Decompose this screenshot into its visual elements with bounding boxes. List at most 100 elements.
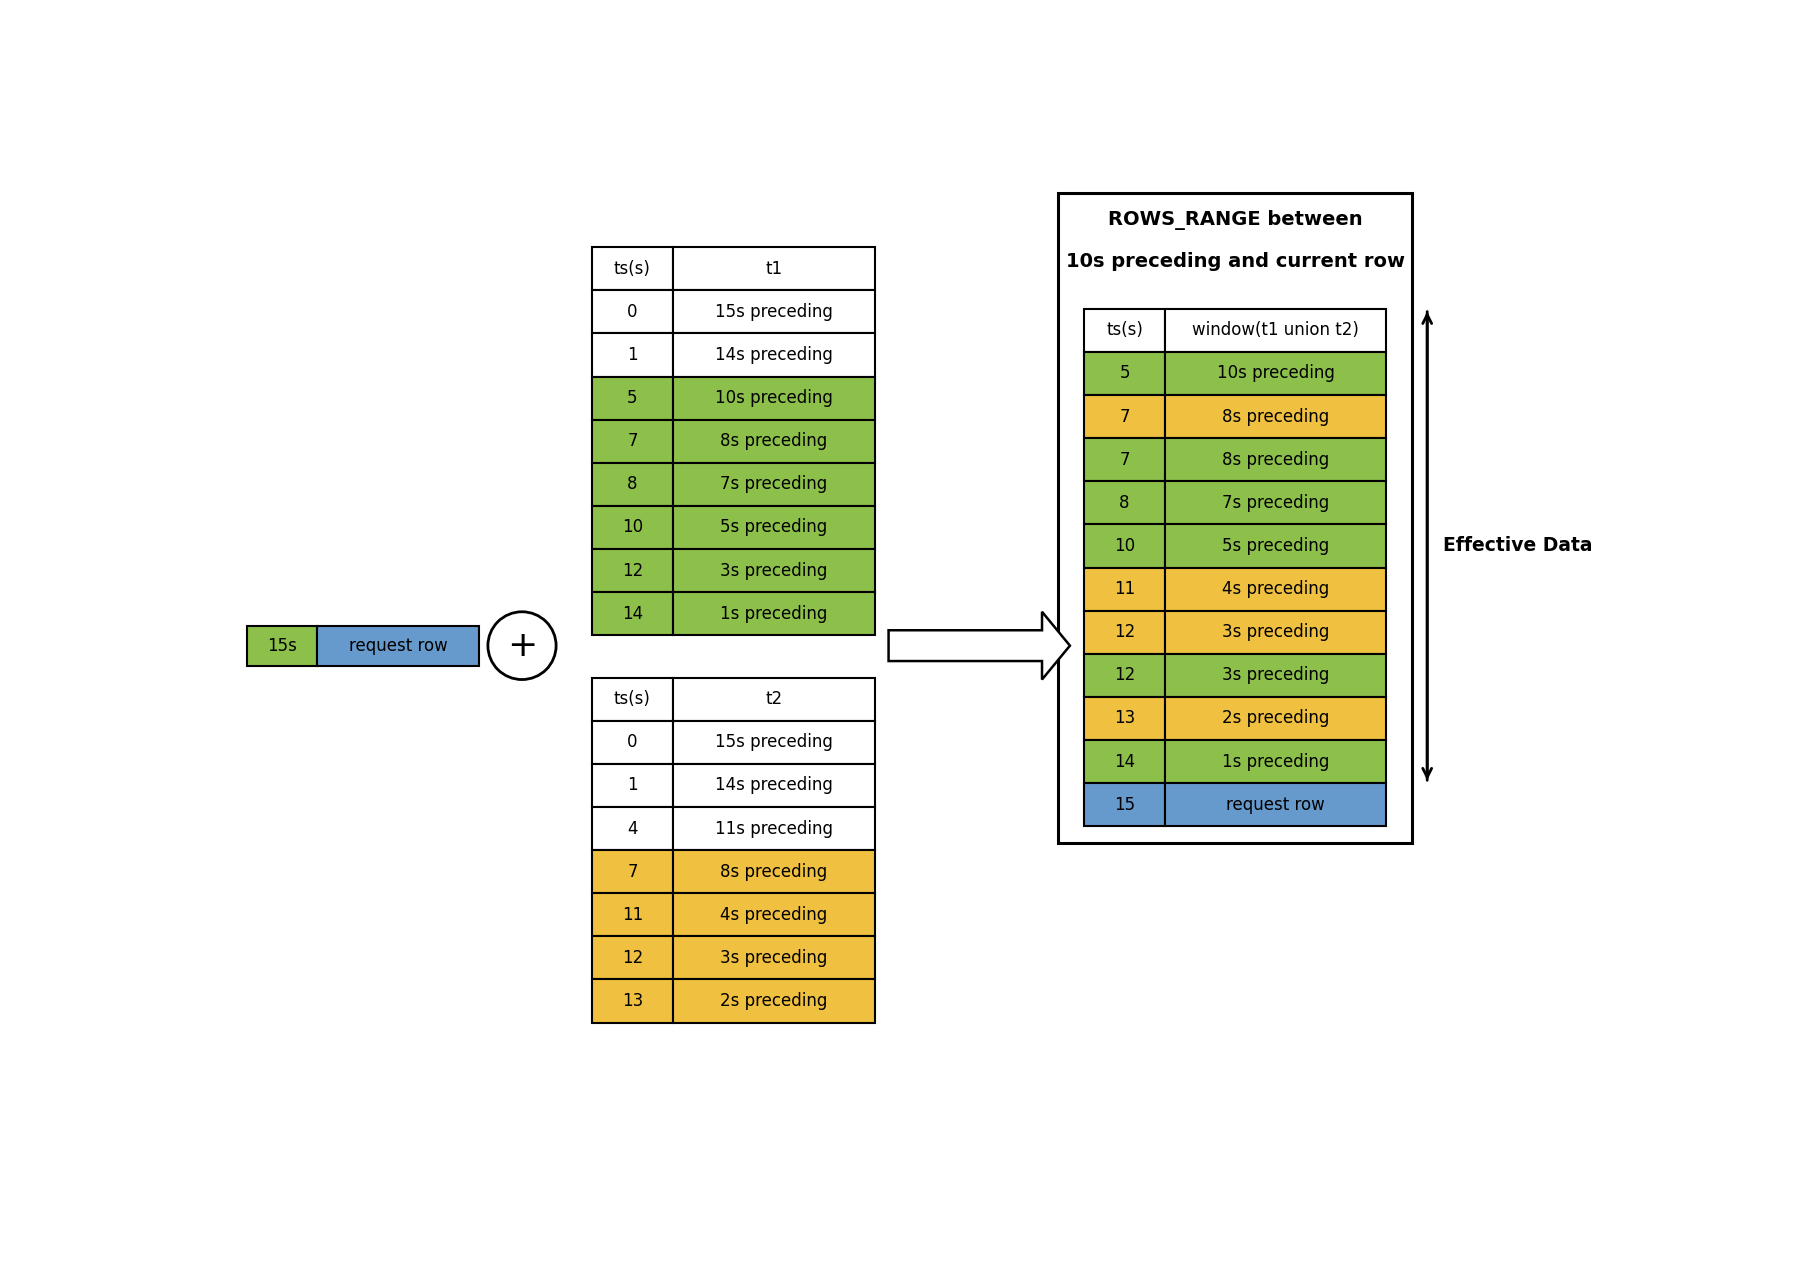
Bar: [1085, 783, 1165, 826]
Bar: [1165, 783, 1387, 826]
Bar: [1165, 438, 1387, 481]
Text: 10s preceding: 10s preceding: [1218, 364, 1334, 382]
Bar: [1085, 654, 1165, 697]
Text: 14s preceding: 14s preceding: [715, 776, 834, 794]
Text: ts(s): ts(s): [613, 259, 652, 277]
Bar: [592, 764, 673, 807]
Text: 8s preceding: 8s preceding: [721, 432, 828, 451]
Text: ROWS_RANGE between: ROWS_RANGE between: [1108, 211, 1363, 230]
Text: 3s preceding: 3s preceding: [721, 562, 828, 580]
Bar: [592, 333, 673, 377]
Bar: [673, 462, 875, 506]
Bar: [673, 420, 875, 462]
Text: 15: 15: [1114, 796, 1136, 813]
Bar: [592, 593, 673, 635]
Text: 0: 0: [628, 733, 637, 751]
Text: 1: 1: [628, 346, 637, 364]
Bar: [592, 678, 673, 720]
Text: t2: t2: [766, 690, 783, 709]
Text: 11s preceding: 11s preceding: [715, 820, 834, 838]
Bar: [592, 420, 673, 462]
Text: 7: 7: [1119, 407, 1130, 425]
Bar: [1085, 395, 1165, 438]
Text: ts(s): ts(s): [1107, 322, 1143, 340]
Bar: [1165, 395, 1387, 438]
Bar: [1165, 610, 1387, 654]
Text: 14: 14: [1114, 752, 1136, 770]
Text: 13: 13: [1114, 710, 1136, 728]
Text: window(t1 union t2): window(t1 union t2): [1192, 322, 1360, 340]
Text: 1: 1: [628, 776, 637, 794]
Text: 10s preceding: 10s preceding: [715, 389, 834, 407]
Circle shape: [488, 612, 557, 679]
Text: 2s preceding: 2s preceding: [721, 992, 828, 1010]
Bar: [673, 506, 875, 549]
Bar: [1165, 352, 1387, 395]
Text: 4: 4: [628, 820, 637, 838]
Text: 12: 12: [622, 949, 642, 967]
Bar: [592, 720, 673, 764]
Text: 4s preceding: 4s preceding: [721, 905, 828, 923]
Bar: [1165, 697, 1387, 739]
Text: 12: 12: [1114, 667, 1136, 684]
Text: 10: 10: [622, 518, 642, 536]
Text: 0: 0: [628, 303, 637, 321]
Bar: [1085, 525, 1165, 567]
Bar: [592, 377, 673, 420]
Text: 5: 5: [1119, 364, 1130, 382]
Text: 8s preceding: 8s preceding: [721, 863, 828, 881]
Text: 8: 8: [1119, 494, 1130, 512]
Bar: [1085, 481, 1165, 525]
Text: 5: 5: [628, 389, 637, 407]
Text: 11: 11: [622, 905, 642, 923]
Bar: [673, 764, 875, 807]
Bar: [673, 807, 875, 850]
Text: t1: t1: [766, 259, 783, 277]
Text: 4s preceding: 4s preceding: [1221, 580, 1329, 598]
Bar: [592, 893, 673, 936]
Text: 13: 13: [622, 992, 642, 1010]
Text: 12: 12: [622, 562, 642, 580]
Bar: [1165, 525, 1387, 567]
Bar: [1085, 309, 1165, 352]
Text: 8: 8: [628, 475, 637, 493]
Text: 15s: 15s: [268, 637, 297, 655]
Text: 5s preceding: 5s preceding: [1221, 536, 1329, 555]
Bar: [673, 333, 875, 377]
Bar: [1085, 610, 1165, 654]
Bar: [592, 549, 673, 593]
Bar: [248, 626, 317, 665]
Bar: [1085, 567, 1165, 610]
Bar: [1085, 739, 1165, 783]
Text: +: +: [506, 628, 537, 663]
Bar: [1165, 481, 1387, 525]
Text: 15s preceding: 15s preceding: [715, 733, 834, 751]
Bar: [673, 850, 875, 893]
Text: 12: 12: [1114, 623, 1136, 641]
Text: 14s preceding: 14s preceding: [715, 346, 834, 364]
Text: 2s preceding: 2s preceding: [1221, 710, 1329, 728]
Bar: [1085, 438, 1165, 481]
Text: 15s preceding: 15s preceding: [715, 303, 834, 321]
Text: ts(s): ts(s): [613, 690, 652, 709]
Text: 1s preceding: 1s preceding: [721, 605, 828, 623]
Bar: [673, 377, 875, 420]
Text: 7: 7: [1119, 451, 1130, 469]
Text: 11: 11: [1114, 580, 1136, 598]
Bar: [1057, 193, 1412, 843]
Bar: [592, 462, 673, 506]
Bar: [673, 893, 875, 936]
Text: 3s preceding: 3s preceding: [1221, 623, 1329, 641]
Text: 7s preceding: 7s preceding: [721, 475, 828, 493]
Text: request row: request row: [349, 637, 448, 655]
Bar: [673, 593, 875, 635]
Text: Effective Data: Effective Data: [1443, 536, 1592, 555]
Text: 10s preceding and current row: 10s preceding and current row: [1065, 252, 1405, 271]
Bar: [592, 979, 673, 1023]
Text: 7: 7: [628, 432, 637, 451]
Text: 14: 14: [622, 605, 642, 623]
Text: 1s preceding: 1s preceding: [1221, 752, 1329, 770]
Text: 7s preceding: 7s preceding: [1221, 494, 1329, 512]
Bar: [592, 807, 673, 850]
Bar: [673, 290, 875, 333]
